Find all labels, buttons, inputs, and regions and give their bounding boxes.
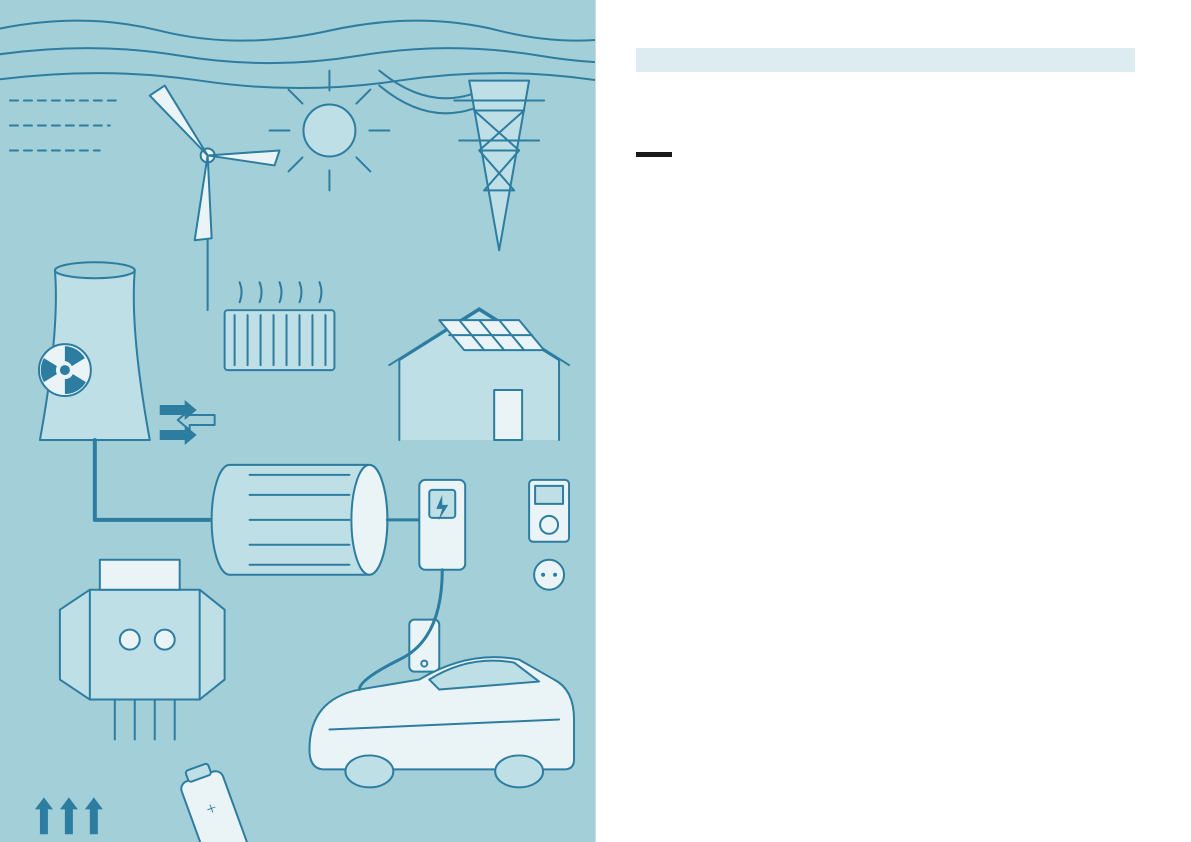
text-page — [596, 0, 1191, 842]
energy-illustration: + — [0, 0, 595, 842]
illustration-page: + — [0, 0, 596, 842]
chapter-header — [636, 48, 1135, 72]
title-rule — [636, 152, 672, 157]
